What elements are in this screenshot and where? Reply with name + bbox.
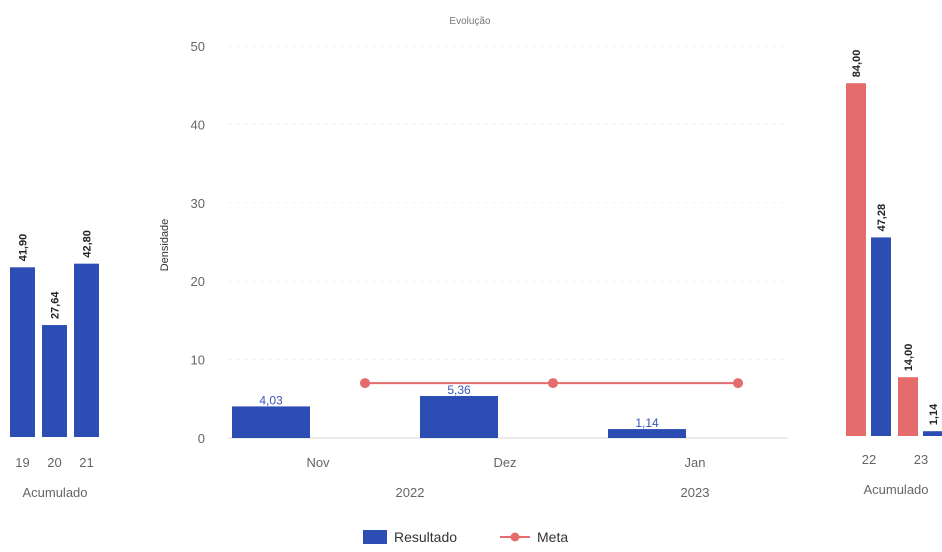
right-bar-meta-22 bbox=[846, 83, 866, 436]
left-group-label: Acumulado bbox=[22, 485, 87, 500]
x-tick-Jan: Jan bbox=[685, 455, 706, 470]
right-cat-23: 23 bbox=[914, 452, 928, 467]
y-tick-50: 50 bbox=[191, 39, 205, 54]
resultado-bars bbox=[232, 395, 686, 438]
left-category-labels: 19 20 21 bbox=[15, 455, 93, 470]
meta-point-Nov bbox=[360, 378, 370, 389]
left-bar-label-19: 41,90 bbox=[18, 234, 30, 262]
right-bar-label-resultado-22: 47,28 bbox=[876, 204, 888, 232]
right-cat-22: 22 bbox=[862, 452, 876, 467]
right-value-labels: 84,00 47,28 14,00 1,14 bbox=[851, 50, 940, 426]
year-label-2023: 2023 bbox=[681, 485, 710, 500]
legend-swatch-meta-dot bbox=[510, 532, 520, 542]
legend-swatch-resultado bbox=[363, 530, 387, 544]
meta-point-Dez bbox=[548, 378, 558, 389]
left-bar-19 bbox=[10, 267, 35, 437]
y-axis-label: Densidade bbox=[159, 219, 171, 272]
right-bars bbox=[846, 83, 942, 436]
x-tick-Nov: Nov bbox=[306, 455, 330, 470]
left-cat-20: 20 bbox=[47, 455, 61, 470]
meta-line bbox=[360, 378, 743, 389]
y-tick-labels: 0 10 20 30 40 50 bbox=[191, 39, 205, 446]
x-tick-Dez: Dez bbox=[493, 455, 516, 470]
left-cat-21: 21 bbox=[79, 455, 93, 470]
right-bar-resultado-23 bbox=[923, 431, 942, 436]
meta-point-Jan bbox=[733, 378, 743, 389]
legend-label-resultado: Resultado bbox=[394, 529, 457, 545]
left-bar-label-21: 42,80 bbox=[82, 230, 94, 258]
right-bar-label-resultado-23: 1,14 bbox=[928, 403, 940, 425]
right-bar-label-meta-23: 14,00 bbox=[903, 344, 915, 372]
y-tick-20: 20 bbox=[191, 274, 205, 289]
resultado-bar-Jan bbox=[608, 429, 686, 438]
right-bar-label-meta-22: 84,00 bbox=[851, 50, 863, 78]
y-tick-0: 0 bbox=[198, 431, 205, 446]
left-accumulated-chart: 41,90 27,64 42,80 19 20 21 Acumulado bbox=[10, 230, 99, 500]
resultado-data-labels: 4,03 5,36 1,14 bbox=[259, 383, 659, 430]
gridlines bbox=[228, 45, 788, 439]
left-value-labels: 41,90 27,64 42,80 bbox=[18, 230, 94, 319]
resultado-label-Nov: 4,03 bbox=[259, 393, 283, 407]
right-accumulated-chart: 84,00 47,28 14,00 1,14 22 23 Acumulado bbox=[846, 50, 942, 497]
right-category-labels: 22 23 bbox=[862, 452, 928, 467]
resultado-bar-Dez bbox=[420, 395, 498, 438]
year-label-2022: 2022 bbox=[396, 485, 425, 500]
left-bars bbox=[10, 263, 99, 437]
y-tick-10: 10 bbox=[191, 353, 205, 368]
y-tick-40: 40 bbox=[191, 117, 205, 132]
year-labels: 2022 2023 bbox=[396, 485, 710, 500]
left-bar-20 bbox=[42, 325, 67, 437]
chart-title: Evolução bbox=[449, 16, 491, 27]
resultado-label-Jan: 1,14 bbox=[635, 416, 659, 430]
right-bar-meta-23 bbox=[898, 377, 918, 436]
legend-label-meta: Meta bbox=[537, 529, 568, 545]
right-bar-resultado-22 bbox=[871, 237, 891, 436]
resultado-label-Dez: 5,36 bbox=[447, 383, 471, 397]
legend: Resultado Meta bbox=[363, 529, 568, 545]
resultado-bar-Nov bbox=[232, 406, 310, 438]
right-group-label: Acumulado bbox=[863, 482, 928, 497]
left-bar-21 bbox=[74, 263, 99, 437]
left-bar-label-20: 27,64 bbox=[50, 291, 62, 319]
left-cat-19: 19 bbox=[15, 455, 29, 470]
y-tick-30: 30 bbox=[191, 196, 205, 211]
main-evolution-chart: Evolução Densidade 0 10 20 30 40 50 4,03 5,36 1… bbox=[159, 16, 788, 500]
x-tick-labels: Nov Dez Jan bbox=[306, 455, 705, 470]
